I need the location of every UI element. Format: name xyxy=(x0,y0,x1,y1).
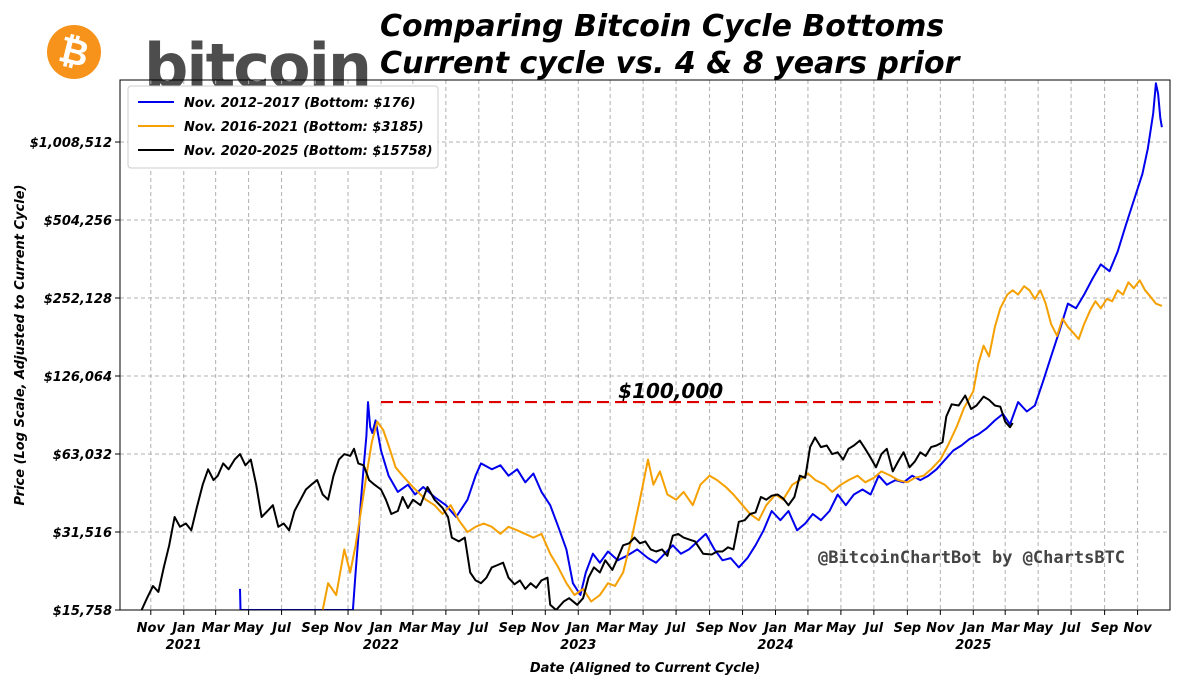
chart-title-line1: Comparing Bitcoin Cycle Bottoms xyxy=(380,9,945,44)
x-tick-label: May xyxy=(628,621,658,636)
x-tick-year: 2021 xyxy=(166,638,202,653)
x-tick-label: Jul xyxy=(269,621,291,636)
y-tick-label: $126,064 xyxy=(44,370,112,385)
y-tick-label: $252,128 xyxy=(44,292,112,307)
chart-title-line2: Current cycle vs. 4 & 8 years prior xyxy=(380,46,960,81)
x-tick-label: May xyxy=(826,621,856,636)
x-tick-label: Nov xyxy=(728,621,757,636)
x-tick-year: 2024 xyxy=(757,638,793,653)
x-tick-year: 2022 xyxy=(363,638,399,653)
y-tick-label: $31,516 xyxy=(53,526,112,541)
x-tick-label: May xyxy=(1023,621,1053,636)
x-tick-label: Jan xyxy=(761,621,787,636)
x-axis-label: Date (Aligned to Current Cycle) xyxy=(530,661,760,676)
plot-frame xyxy=(119,79,1171,611)
x-tick-label: Mar xyxy=(794,621,824,636)
x-tick-label: Jan xyxy=(367,621,393,636)
reference-layer: $100,000 xyxy=(381,379,941,404)
y-tick-label: $15,758 xyxy=(53,604,112,619)
x-tick-label: Nov xyxy=(926,621,955,636)
x-tick-label: Jan xyxy=(959,621,985,636)
x-tick-label: Mar xyxy=(202,621,232,636)
x-tick-year: 2023 xyxy=(560,638,596,653)
legend-box xyxy=(127,85,439,169)
x-tick-label: Nov xyxy=(1123,621,1152,636)
series-line-2 xyxy=(321,279,1163,610)
y-axis-ticks: $15,758 $31,516 $63,032 $126,064 $252,128 $50… xyxy=(30,136,120,619)
x-tick-label: Sep xyxy=(894,621,922,636)
legend-label-3: Nov. 2020-2025 (Bottom: $15758) xyxy=(184,144,433,159)
watermark: @BitcoinChartBot by @ChartsBTC xyxy=(818,548,1125,568)
y-tick-label: $504,256 xyxy=(44,214,112,229)
x-tick-label: Nov xyxy=(137,621,166,636)
y-tick-label: $1,008,512 xyxy=(30,136,112,151)
reference-line-label: $100,000 xyxy=(618,379,723,403)
x-tick-label: Jan xyxy=(169,621,195,636)
series-layer xyxy=(140,82,1163,610)
x-tick-label: Jul xyxy=(467,621,489,636)
x-tick-label: Jul xyxy=(1059,621,1081,636)
y-tick-label: $63,032 xyxy=(53,448,112,463)
x-tick-label: May xyxy=(431,621,461,636)
x-tick-label: Sep xyxy=(1091,621,1119,636)
series-line-3 xyxy=(140,394,1014,610)
x-tick-label: Mar xyxy=(596,621,626,636)
x-tick-label: Nov xyxy=(531,621,560,636)
y-axis-label: Price (Log Scale, Adjusted to Current Cy… xyxy=(13,185,28,506)
chart-title: Comparing Bitcoin Cycle Bottoms Current … xyxy=(380,8,960,82)
legend: Nov. 2012–2017 (Bottom: $176) Nov. 2016-2… xyxy=(127,85,439,169)
x-tick-label: Jul xyxy=(862,621,884,636)
x-tick-label: Jul xyxy=(664,621,686,636)
x-tick-label: Mar xyxy=(991,621,1021,636)
x-tick-year: 2025 xyxy=(955,638,991,653)
x-tick-label: May xyxy=(234,621,264,636)
legend-label-1: Nov. 2012–2017 (Bottom: $176) xyxy=(184,96,416,111)
x-tick-label: Nov xyxy=(334,621,363,636)
bitcoin-coin-icon: ₿ xyxy=(47,25,101,79)
x-tick-label: Mar xyxy=(399,621,429,636)
legend-label-2: Nov. 2016-2021 (Bottom: $3185) xyxy=(184,120,424,135)
x-tick-label: Sep xyxy=(696,621,724,636)
x-tick-label: Sep xyxy=(301,621,329,636)
series-line-1 xyxy=(239,82,1163,610)
x-tick-label: Sep xyxy=(499,621,527,636)
x-tick-label: Jan xyxy=(564,621,590,636)
